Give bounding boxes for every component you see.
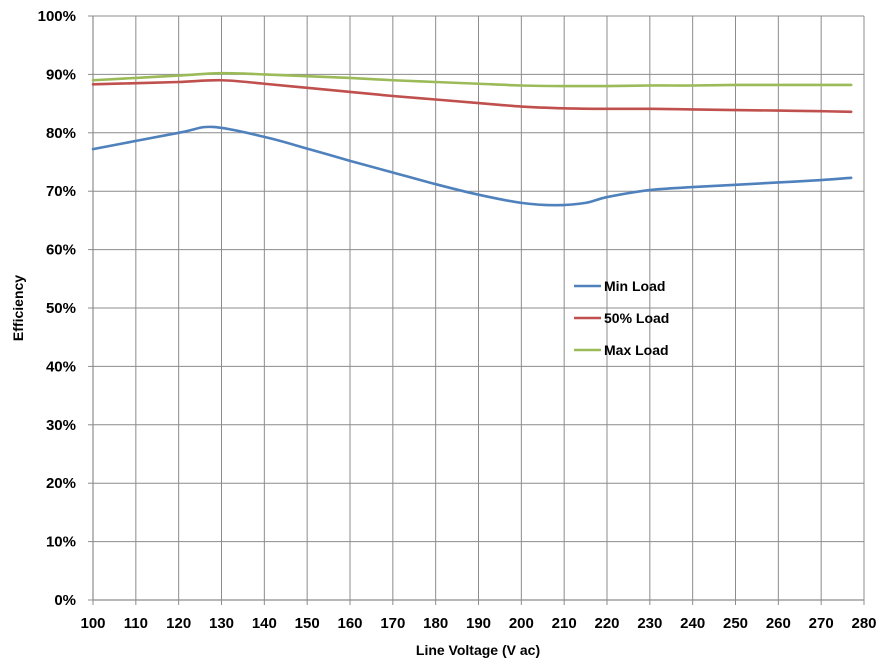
x-tick-label: 240 bbox=[680, 615, 705, 632]
x-tick-label: 230 bbox=[637, 615, 662, 632]
x-tick-label: 200 bbox=[509, 615, 534, 632]
series-line-max-load bbox=[91, 71, 853, 88]
x-tick-label: 110 bbox=[124, 615, 148, 632]
y-tick-label: 40% bbox=[46, 358, 76, 375]
legend-label-max-load: Max Load bbox=[604, 342, 669, 358]
x-tick-label: 280 bbox=[851, 615, 876, 632]
x-axis-title: Line Voltage (V ac) bbox=[416, 642, 540, 658]
x-tick-label: 270 bbox=[809, 615, 834, 632]
y-tick-label: 70% bbox=[46, 183, 76, 200]
y-tick-label: 100% bbox=[38, 8, 76, 25]
x-tick-label: 180 bbox=[423, 615, 448, 632]
series-layer bbox=[91, 71, 853, 207]
y-tick-label: 60% bbox=[46, 242, 76, 259]
x-tick-label: 150 bbox=[295, 615, 320, 632]
x-tick-label: 170 bbox=[380, 615, 405, 632]
x-tick-label: 250 bbox=[723, 615, 748, 632]
tick-labels: 100 110 120 130 140 150 160 170 180 190 200 210 220 2… bbox=[38, 8, 877, 632]
x-tick-label: 120 bbox=[166, 615, 191, 632]
y-axis-title: Efficiency bbox=[10, 275, 26, 341]
x-tick-label: 140 bbox=[252, 615, 277, 632]
y-tick-label: 50% bbox=[46, 300, 76, 317]
axes bbox=[88, 15, 865, 605]
x-tick-label: 100 bbox=[80, 615, 105, 632]
y-tick-label: 90% bbox=[46, 66, 76, 83]
x-tick-label: 260 bbox=[766, 615, 791, 632]
legend: Min Load 50% Load Max Load bbox=[574, 278, 669, 358]
x-tick-label: 210 bbox=[552, 615, 577, 632]
y-tick-label: 80% bbox=[46, 125, 76, 142]
x-tick-label: 160 bbox=[337, 615, 362, 632]
series-line-50pct-load bbox=[91, 78, 853, 114]
x-tick-label: 190 bbox=[466, 615, 491, 632]
y-tick-label: 10% bbox=[46, 534, 76, 551]
x-tick-label: 220 bbox=[594, 615, 619, 632]
legend-label-50pct-load: 50% Load bbox=[604, 310, 669, 326]
series-line-min-load bbox=[91, 125, 853, 207]
y-tick-label: 20% bbox=[46, 475, 76, 492]
y-tick-label: 30% bbox=[46, 417, 76, 434]
y-tick-label: 0% bbox=[54, 592, 76, 609]
x-tick-label: 130 bbox=[209, 615, 234, 632]
legend-label-min-load: Min Load bbox=[604, 278, 665, 294]
